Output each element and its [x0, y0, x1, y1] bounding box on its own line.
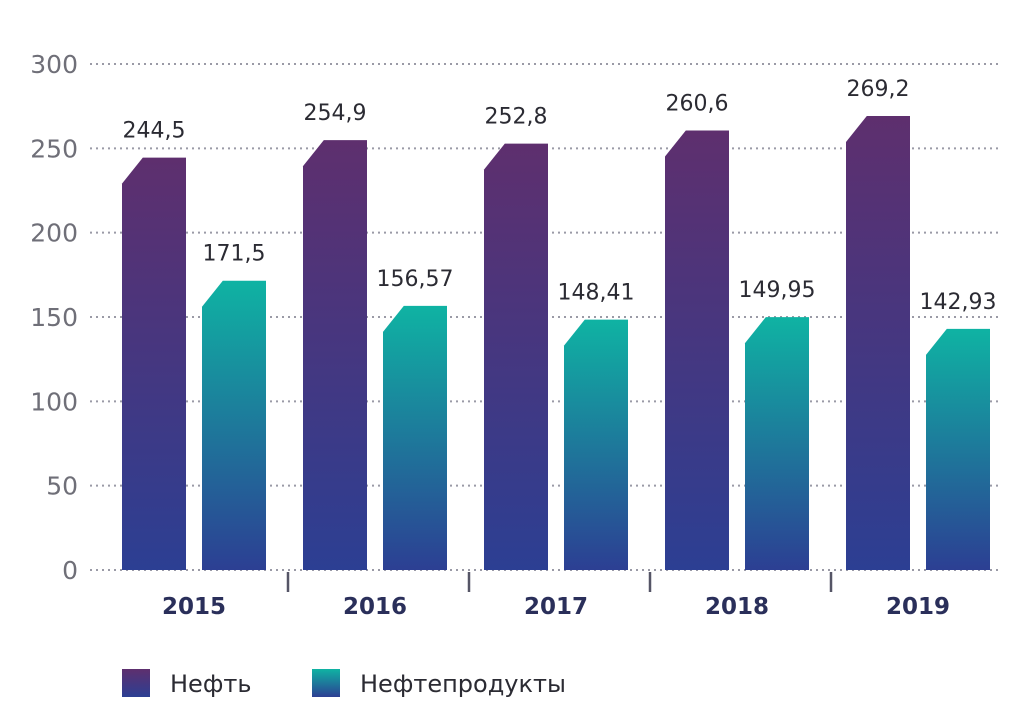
legend-swatch: [312, 669, 340, 697]
y-tick-label: 0: [62, 556, 78, 585]
x-tick-label: 2019: [886, 594, 950, 620]
legend-item-oil-products: Нефтепродукты: [312, 669, 566, 698]
data-label: 142,93: [920, 290, 997, 315]
bars: [122, 115, 990, 571]
data-label: 244,5: [123, 119, 186, 144]
x-tick-label: 2015: [162, 594, 226, 620]
legend-item-oil: Нефть: [122, 669, 251, 698]
legend-swatch: [122, 669, 150, 697]
x-tick-label: 2017: [524, 594, 588, 620]
data-label: 254,9: [304, 101, 367, 126]
data-label: 252,8: [485, 105, 548, 130]
y-tick-label: 200: [30, 219, 78, 248]
legend-label: Нефтепродукты: [360, 670, 566, 698]
bar-oil: [303, 140, 367, 570]
bar-oil: [122, 157, 186, 571]
x-tick-label: 2016: [343, 594, 407, 620]
legend: Нефть Нефтепродукты: [122, 669, 566, 698]
bar-oil: [846, 115, 910, 570]
data-label: 148,41: [558, 281, 635, 306]
bar-oil: [484, 143, 548, 571]
labels: 0 50 100 150 200 250 300 244,5 171,5 2015 254,9 156…: [30, 50, 996, 620]
bar-oil: [665, 130, 729, 571]
y-tick-label: 50: [46, 472, 78, 501]
bar-oil-products: [383, 305, 447, 570]
bar-oil-products: [202, 280, 266, 570]
bar-oil-products: [926, 328, 990, 570]
bar-oil-products: [564, 319, 628, 570]
data-label: 156,57: [377, 267, 454, 292]
y-tick-label: 150: [30, 303, 78, 332]
data-label: 171,5: [203, 242, 266, 267]
x-tick-label: 2018: [705, 594, 769, 620]
y-tick-label: 100: [30, 387, 78, 416]
data-label: 260,6: [666, 91, 729, 116]
legend-label: Нефть: [170, 670, 251, 698]
y-tick-label: 250: [30, 134, 78, 163]
y-tick-label: 300: [30, 50, 78, 79]
data-label: 269,2: [847, 77, 910, 102]
data-label: 149,95: [739, 278, 816, 303]
bar-oil-products: [745, 317, 809, 570]
